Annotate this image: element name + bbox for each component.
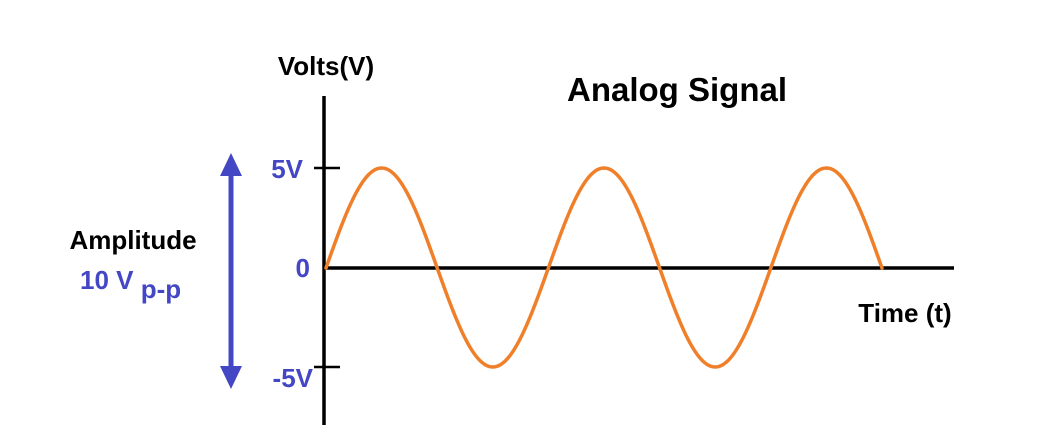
tick-label-negative: -5V bbox=[273, 363, 314, 393]
amplitude-arrow-down-head bbox=[220, 366, 242, 389]
chart-title: Analog Signal bbox=[567, 71, 787, 108]
tick-label-positive: 5V bbox=[271, 154, 303, 184]
y-axis-label: Volts(V) bbox=[278, 51, 374, 81]
amplitude-arrow-up-head bbox=[220, 153, 242, 176]
sine-wave bbox=[324, 166, 884, 369]
amplitude-value-main: 10 V bbox=[80, 265, 134, 295]
amplitude-value: 10 V p-p bbox=[80, 265, 181, 304]
amplitude-value-subscript: p-p bbox=[141, 274, 181, 304]
x-axis-label: Time (t) bbox=[858, 298, 951, 328]
tick-label-zero: 0 bbox=[296, 253, 310, 283]
amplitude-label: Amplitude bbox=[69, 225, 196, 255]
